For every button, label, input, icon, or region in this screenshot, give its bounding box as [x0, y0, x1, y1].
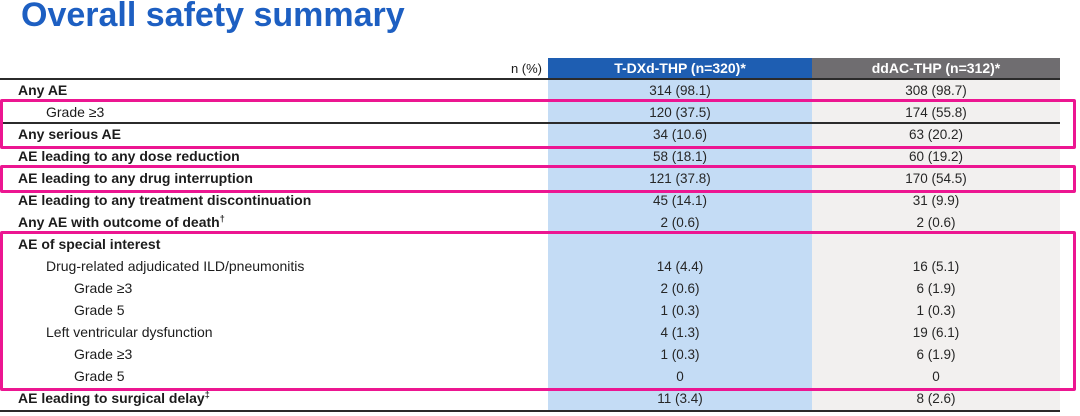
value-ddac-thp — [812, 234, 1060, 256]
table-row: Any serious AE 34 (10.6) 63 (20.2) — [0, 124, 1060, 146]
value-tdxd-thp: 14 (4.4) — [548, 256, 812, 278]
value-ddac-thp: 19 (6.1) — [812, 322, 1060, 344]
table-body: Any AE 314 (98.1) 308 (98.7) Grade ≥3 120 (3… — [0, 80, 1060, 412]
table-row: Drug-related adjudicated ILD/pneumonitis… — [0, 256, 1060, 278]
table-row: AE of special interest — [0, 234, 1060, 256]
value-tdxd-thp: 2 (0.6) — [548, 278, 812, 300]
row-label: Any serious AE — [18, 126, 121, 142]
table-header-row: n (%) T-DXd-THP (n=320)* ddAC-THP (n=312… — [0, 58, 1060, 80]
row-label: Left ventricular dysfunction — [46, 324, 213, 340]
table-row: AE leading to any dose reduction 58 (18.1… — [0, 146, 1060, 168]
value-ddac-thp: 63 (20.2) — [812, 124, 1060, 146]
value-tdxd-thp: 314 (98.1) — [548, 80, 812, 102]
value-tdxd-thp: 1 (0.3) — [548, 344, 812, 366]
value-tdxd-thp: 121 (37.8) — [548, 168, 812, 190]
column-header-ddac-thp: ddAC-THP (n=312)* — [812, 58, 1060, 78]
page-title: Overall safety summary — [21, 0, 405, 34]
value-tdxd-thp: 1 (0.3) — [548, 300, 812, 322]
table-row: Any AE with outcome of death† 2 (0.6) 2 (0… — [0, 212, 1060, 234]
value-ddac-thp: 16 (5.1) — [812, 256, 1060, 278]
value-ddac-thp: 170 (54.5) — [812, 168, 1060, 190]
table-row: Grade ≥3 120 (37.5) 174 (55.8) — [0, 102, 1060, 124]
value-ddac-thp: 174 (55.8) — [812, 102, 1060, 122]
value-ddac-thp: 6 (1.9) — [812, 344, 1060, 366]
row-label: Grade 5 — [74, 368, 125, 384]
column-header-tdxd-thp: T-DXd-THP (n=320)* — [548, 58, 812, 78]
value-tdxd-thp: 2 (0.6) — [548, 212, 812, 234]
value-tdxd-thp: 11 (3.4) — [548, 388, 812, 410]
row-label: AE leading to any drug interruption — [18, 170, 253, 186]
value-tdxd-thp — [548, 234, 812, 256]
row-label: Any AE with outcome of death† — [18, 213, 225, 230]
value-ddac-thp: 60 (19.2) — [812, 146, 1060, 168]
value-ddac-thp: 0 — [812, 366, 1060, 388]
value-ddac-thp: 1 (0.3) — [812, 300, 1060, 322]
row-label: Any AE — [18, 82, 68, 98]
table-row: AE leading to surgical delay‡ 11 (3.4) 8 (… — [0, 388, 1060, 410]
row-label: Grade ≥3 — [74, 280, 133, 296]
value-tdxd-thp: 45 (14.1) — [548, 190, 812, 212]
row-label: AE leading to any dose reduction — [18, 148, 240, 164]
value-tdxd-thp: 120 (37.5) — [548, 102, 812, 122]
measure-unit-label: n (%) — [510, 61, 542, 76]
safety-table: n (%) T-DXd-THP (n=320)* ddAC-THP (n=312… — [0, 58, 1080, 412]
value-ddac-thp: 308 (98.7) — [812, 80, 1060, 102]
table-row: Left ventricular dysfunction 4 (1.3) 19 (6… — [0, 322, 1060, 344]
table-row: AE leading to any drug interruption 121 (… — [0, 168, 1060, 190]
table-row: Grade ≥3 2 (0.6) 6 (1.9) — [0, 278, 1060, 300]
value-tdxd-thp: 58 (18.1) — [548, 146, 812, 168]
table-row: Grade 5 1 (0.3) 1 (0.3) — [0, 300, 1060, 322]
value-tdxd-thp: 0 — [548, 366, 812, 388]
row-label: Grade ≥3 — [74, 346, 133, 362]
row-label: AE leading to any treatment discontinuat… — [18, 192, 312, 208]
table-row: Grade ≥3 1 (0.3) 6 (1.9) — [0, 344, 1060, 366]
value-ddac-thp: 6 (1.9) — [812, 278, 1060, 300]
row-label: AE leading to surgical delay‡ — [18, 389, 210, 406]
row-label: Drug-related adjudicated ILD/pneumonitis — [46, 258, 305, 274]
value-tdxd-thp: 4 (1.3) — [548, 322, 812, 344]
row-label: Grade ≥3 — [46, 104, 105, 120]
row-label: AE of special interest — [18, 236, 161, 252]
value-ddac-thp: 31 (9.9) — [812, 190, 1060, 212]
row-label: Grade 5 — [74, 302, 125, 318]
table-row: Any AE 314 (98.1) 308 (98.7) — [0, 80, 1060, 102]
value-tdxd-thp: 34 (10.6) — [548, 124, 812, 146]
value-ddac-thp: 8 (2.6) — [812, 388, 1060, 410]
table-row: AE leading to any treatment discontinuat… — [0, 190, 1060, 212]
value-ddac-thp: 2 (0.6) — [812, 212, 1060, 234]
